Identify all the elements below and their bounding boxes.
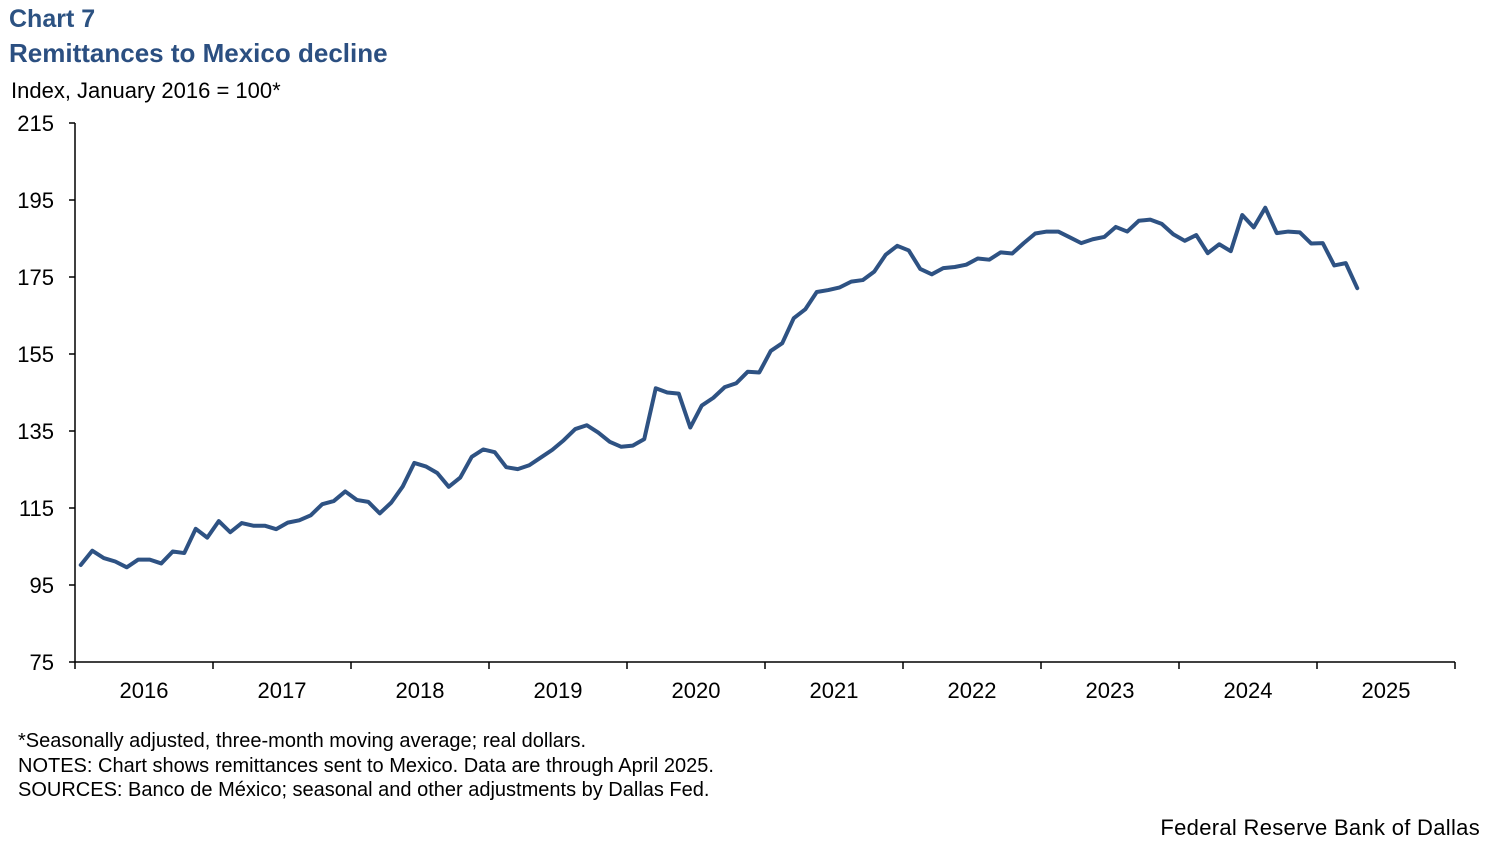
y-tick-label: 195 <box>17 188 54 213</box>
y-tick-label: 135 <box>17 419 54 444</box>
source-credit: Federal Reserve Bank of Dallas <box>1160 815 1480 840</box>
x-tick-label: 2025 <box>1362 678 1411 703</box>
y-tick-label: 95 <box>30 573 54 598</box>
x-tick-label: 2022 <box>948 678 997 703</box>
y-tick-label: 215 <box>17 111 54 136</box>
chart-label: Chart 7 <box>9 5 96 33</box>
chart-title: Remittances to Mexico decline <box>9 38 388 68</box>
footnote-sources: SOURCES: Banco de México; seasonal and o… <box>18 779 710 801</box>
x-tick-label: 2017 <box>258 678 307 703</box>
y-tick-label: 175 <box>17 265 54 290</box>
x-tick-label: 2020 <box>672 678 721 703</box>
footnote-seasonal: *Seasonally adjusted, three-month moving… <box>18 730 587 752</box>
x-tick-label: 2023 <box>1086 678 1135 703</box>
y-tick-label: 115 <box>19 496 54 521</box>
y-axis-unit-label: Index, January 2016 = 100* <box>11 78 281 103</box>
x-tick-label: 2016 <box>120 678 169 703</box>
y-tick-label: 155 <box>17 342 54 367</box>
chart-notes: *Seasonally adjusted, three-month moving… <box>18 729 714 803</box>
series-line-remittances-index <box>78 205 1360 570</box>
footnote-notes: NOTES: Chart shows remittances sent to M… <box>18 754 714 777</box>
y-tick-label: 75 <box>30 650 54 675</box>
x-tick-label: 2019 <box>534 678 583 703</box>
x-tick-label: 2021 <box>810 678 859 703</box>
x-tick-label: 2018 <box>396 678 445 703</box>
x-tick-label: 2024 <box>1224 678 1273 703</box>
